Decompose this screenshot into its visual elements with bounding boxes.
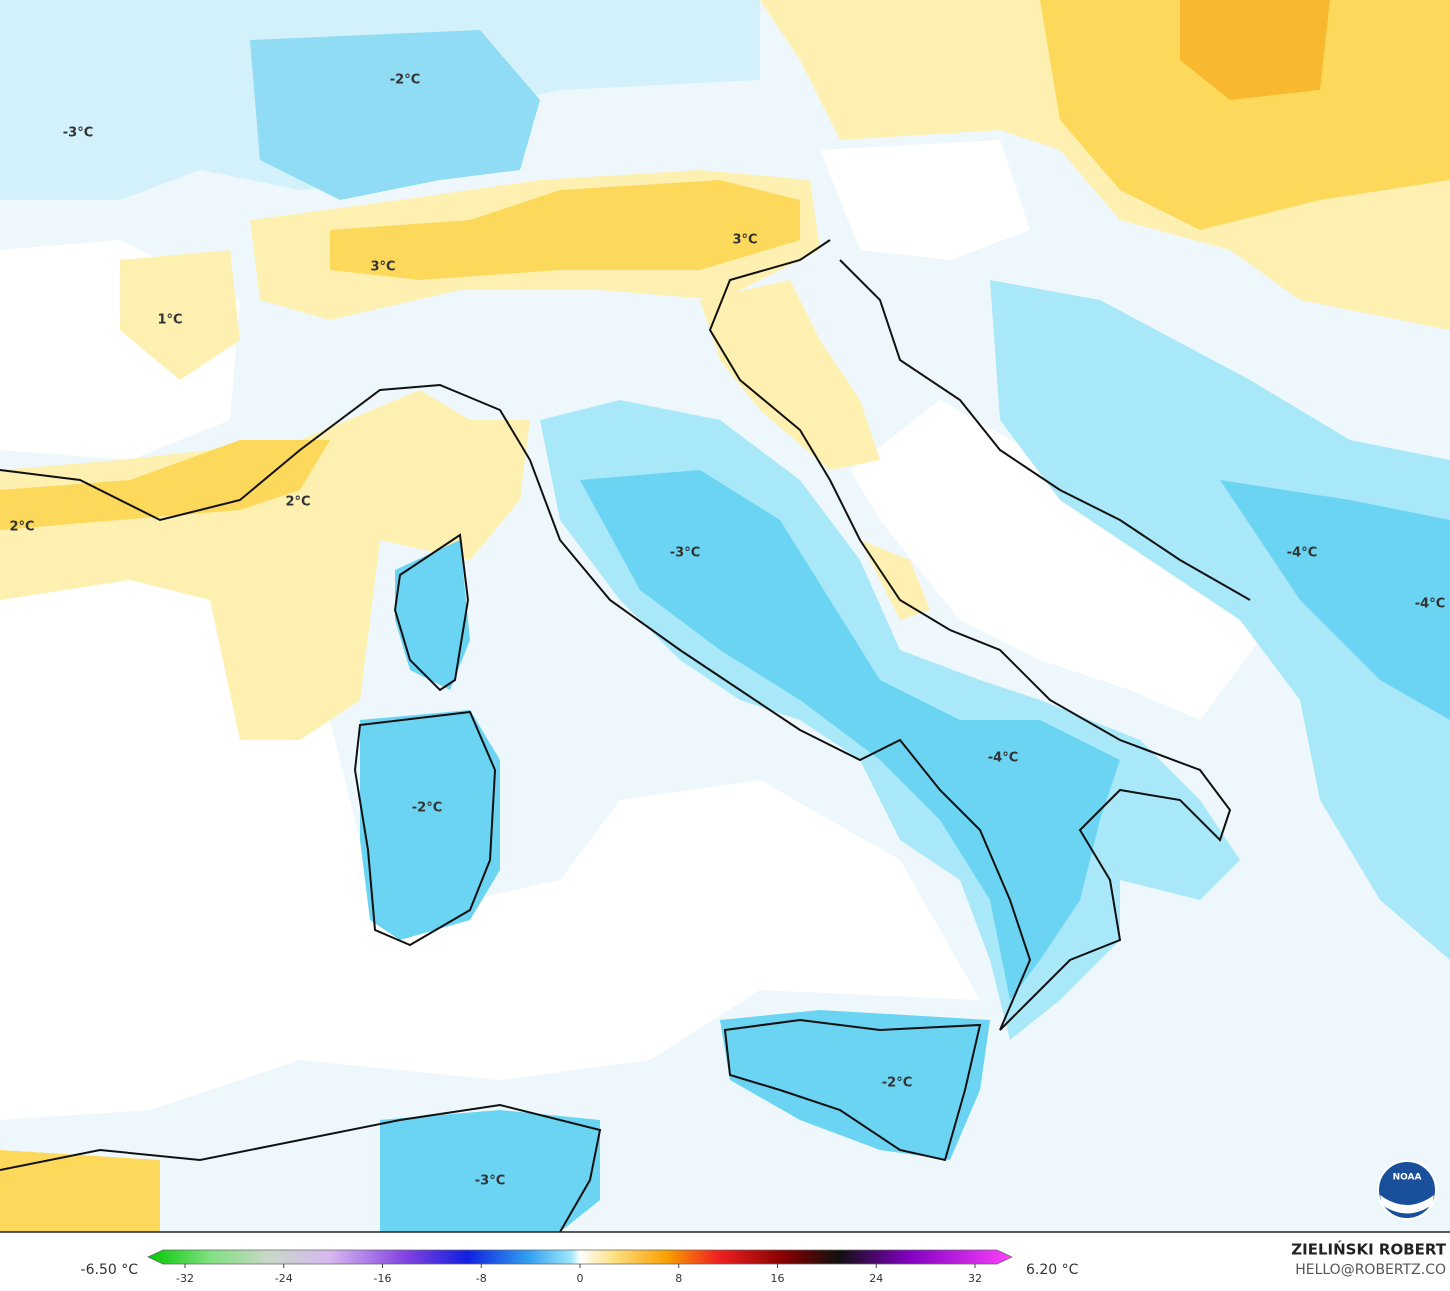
cold-zone (395, 540, 470, 690)
warm-zone (1040, 0, 1450, 230)
cold-zone (360, 710, 500, 940)
contour-label: -2°C (412, 801, 442, 816)
colorbar-tick-label: 0 (577, 1272, 584, 1285)
colorbar-tick-label: 16 (771, 1272, 785, 1285)
neutral-zone (0, 560, 980, 1120)
warm-zone (0, 1150, 160, 1232)
logo-text: NOAA (1393, 1173, 1422, 1183)
corsica (393, 533, 470, 692)
cold-zone (990, 280, 1450, 960)
contour-label: -4°C (1415, 597, 1445, 612)
colorbar-tick-label: 24 (869, 1272, 883, 1285)
colorbar-tick-label: 32 (968, 1272, 982, 1285)
contour-label: 2°C (9, 520, 34, 535)
colorbar-tick-label: -16 (374, 1272, 392, 1285)
logo-wave (1380, 1195, 1434, 1214)
warm-zone (0, 440, 330, 530)
africa-coast (0, 1103, 602, 1233)
colorbar-tick-label: -24 (275, 1272, 293, 1285)
colorbar-max: 6.20 °C (1026, 1262, 1079, 1278)
contour-label: 2°C (285, 495, 310, 510)
cold-zone (380, 1110, 600, 1232)
contour-label: -4°C (988, 751, 1018, 766)
cold-zone (1220, 480, 1450, 720)
colorbar (147, 1249, 1013, 1265)
contour-label: -2°C (882, 1076, 912, 1091)
warm-zone (860, 540, 930, 620)
colorbar-min: -6.50 °C (81, 1262, 139, 1278)
contour-label: -2°C (390, 73, 420, 88)
credit-email: HELLO@ROBERTZ.CO (1295, 1262, 1446, 1278)
colorbar-tick-label: -32 (176, 1272, 194, 1285)
warm-zone (330, 180, 800, 280)
warm-zone (700, 280, 880, 470)
contour-label: 3°C (732, 233, 757, 248)
warm-zone (0, 390, 530, 740)
warm-zone (120, 250, 240, 380)
neutral-zone (850, 400, 1260, 720)
sicily (723, 1018, 982, 1162)
credit-author: ZIELIŃSKI ROBERT (1291, 1240, 1446, 1259)
contour-label: -3°C (670, 546, 700, 561)
balkan-coast (839, 259, 1251, 601)
colorbar-tick-label: 8 (675, 1272, 682, 1285)
cold-zone (250, 30, 540, 200)
warm-zone (1180, 0, 1330, 100)
italy-coast (0, 239, 1232, 1031)
colorbar-tick-label: -8 (476, 1272, 487, 1285)
contour-label: 1°C (157, 313, 182, 328)
noaa-logo: NOAA (1377, 1160, 1437, 1220)
contour-label: -3°C (475, 1174, 505, 1189)
contour-label: -3°C (63, 126, 93, 141)
sardinia (353, 710, 497, 947)
cold-zone (720, 1010, 990, 1160)
contour-label: 3°C (370, 260, 395, 275)
coastline (0, 239, 1251, 1233)
cold-zone (580, 470, 1120, 1000)
contour-label: -4°C (1287, 546, 1317, 561)
neutral-zone (820, 140, 1030, 260)
